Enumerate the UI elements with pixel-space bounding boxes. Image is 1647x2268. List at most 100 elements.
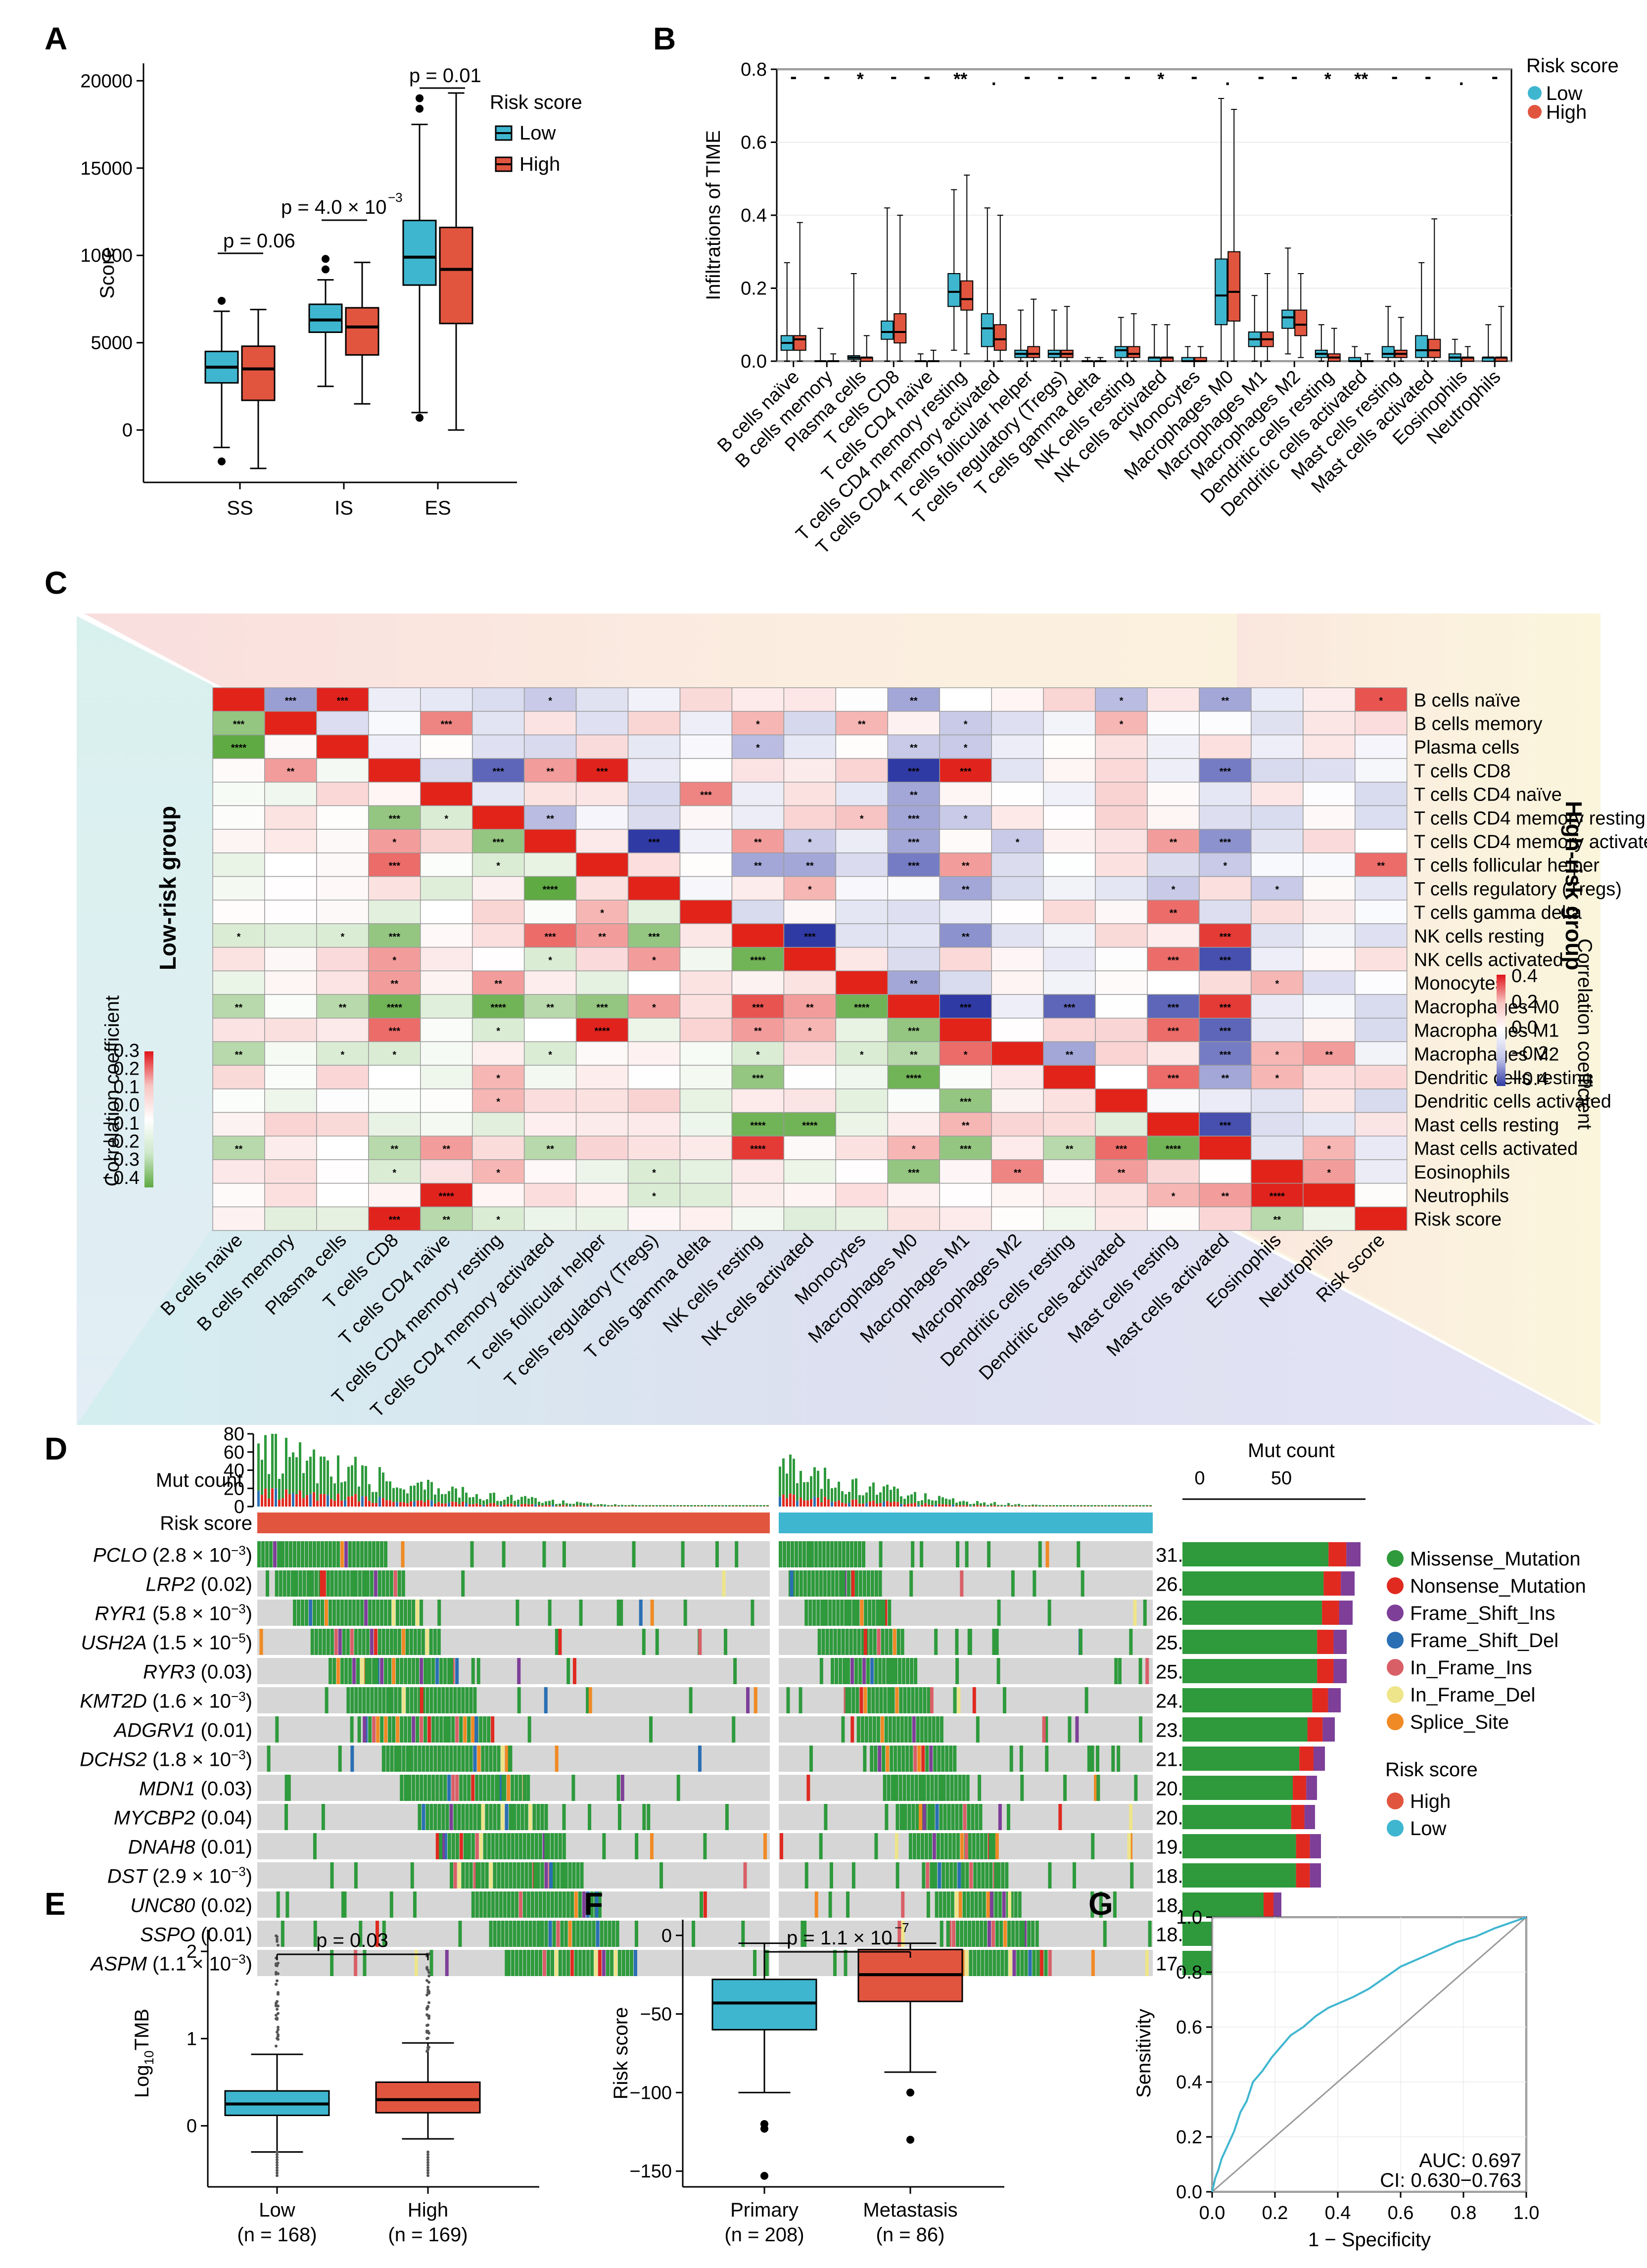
gene-name: PCLO [93,1545,147,1566]
mutcount-bar [493,1492,495,1503]
heatmap-cell [264,1159,317,1184]
side-bar-other [1333,1630,1347,1654]
outlier-point [276,2174,279,2177]
mutation-block [429,1687,433,1713]
mutcount-bar [945,1498,947,1505]
gene-pvalue-close: ) [246,1603,252,1625]
outlier-point [426,2005,429,2008]
mutcount-bar-segment [1038,1506,1041,1507]
mutcount-bar-segment [973,1506,975,1507]
mutation-block [522,1891,526,1918]
heatmap-cell [731,899,785,924]
box-Metastasis-outlier [906,2135,914,2144]
mutation-block [420,1658,424,1684]
heatmap-cell [523,1112,577,1136]
mutation-block [377,1570,381,1597]
heatmap-cell [1355,1182,1408,1208]
legend-label-high: High [1546,101,1587,123]
mutation-block [445,1746,449,1772]
mutation-block [821,1600,825,1626]
mutcount-bar-segment [673,1506,675,1507]
mutation-block [408,1600,412,1626]
mutcount-bar-segment [810,1499,812,1507]
heatmap-cell [523,852,577,877]
box-high-13-box [1227,251,1241,322]
mutation-block [836,1600,840,1626]
mutcount-bar [935,1500,937,1505]
mutation-block [1095,1746,1099,1772]
mutation-block [313,1600,317,1626]
mutation-block [554,1891,558,1918]
heatmap-cell [212,1159,265,1184]
mutation-block [929,1804,933,1830]
heatmap-cell [1303,852,1356,877]
heatmap-cell [420,946,473,972]
mutation-block [463,1775,467,1801]
mutation-block [505,1950,509,1976]
heatmap-cell [368,1017,421,1042]
mutation-block [879,1687,883,1713]
mutcount-bar-segment [683,1506,686,1507]
p-value-es: p = 0.01 [409,65,481,87]
mutation-block [888,1687,892,1713]
x-tick-label: High [408,2199,448,2221]
mutation-block [1047,1600,1051,1626]
significance-mark: * [912,1144,916,1155]
mutcount-bar-segment [496,1505,499,1507]
significance-mark: ** [1118,1168,1126,1179]
heatmap-cell [1147,1065,1200,1089]
outlier-point [277,1943,280,1947]
mutcount-bar-segment [955,1506,958,1507]
mutation-block [546,1891,550,1918]
mutation-block [853,1629,857,1655]
significance-mark: * [496,1097,500,1108]
mutcount-bar-segment [385,1500,388,1507]
mutation-block [1138,1658,1142,1684]
mutcount-bar-segment [469,1504,471,1507]
mutation-block [400,1775,404,1801]
mutcount-bar [275,1434,277,1489]
mutcount-bar [514,1501,516,1506]
mutation-block [329,1600,332,1626]
mutation-block [435,1833,439,1859]
heatmap-cell [523,970,577,995]
heatmap-cell [1251,1065,1304,1089]
mutation-block [275,1716,279,1743]
mutation-block [368,1658,372,1684]
side-bar-missense [1182,1571,1324,1596]
mutation-block [509,1862,513,1889]
mutcount-bar [973,1504,975,1506]
mutation-block [1129,1804,1133,1830]
significance-mark: ** [1273,1215,1281,1226]
heatmap-cell [1303,1182,1356,1208]
mutation-block [380,1716,384,1743]
heatmap-cell [1355,970,1408,995]
mutation-block [562,1950,566,1976]
mutation-block [864,1600,868,1626]
mutation-block [425,1804,429,1830]
mutcount-bar-segment [323,1494,326,1507]
mutcount-bar [876,1495,878,1504]
significance-mark: *** [389,1215,401,1226]
mutcount-bar-segment [1094,1506,1096,1507]
mutcount-bar-segment [538,1505,540,1507]
mutation-block [414,1746,418,1772]
mutation-block [352,1541,356,1567]
side-bar-other [1341,1571,1355,1596]
gene-label: LRP2 (0.02) [145,1574,252,1596]
mutation-block [372,1716,376,1743]
mutcount-bar [673,1505,675,1507]
side-bar-other [1304,1805,1315,1829]
mutcount-bar [424,1489,426,1503]
mutation-block [305,1541,308,1567]
mutation-block [348,1658,352,1684]
heatmap-cell [575,1041,629,1066]
mutation-block [1003,1921,1007,1947]
mutcount-bar [392,1488,395,1502]
gene-label: USH2A (1.5 × 10−5) [81,1631,253,1654]
heatmap-cell [1147,805,1200,830]
heatmap-cell [1147,923,1200,948]
heatmap-cell [420,734,473,759]
mutation-block [293,1541,296,1567]
mutation-block [884,1600,888,1626]
